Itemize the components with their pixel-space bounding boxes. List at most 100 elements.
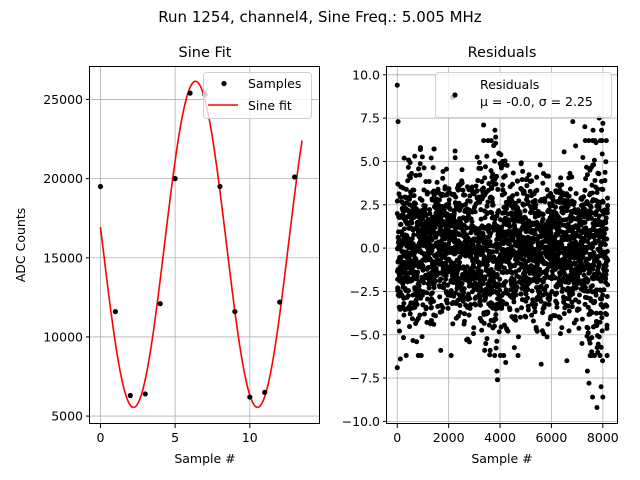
residual-point <box>599 296 605 302</box>
residual-point <box>416 166 422 172</box>
residual-point <box>602 169 608 175</box>
residual-point <box>599 328 605 334</box>
residual-point <box>489 185 495 191</box>
residual-point <box>480 281 486 287</box>
sine-fit-xtick-label-0: 0 <box>96 430 104 445</box>
residuals-ytick-label-6: 5.0 <box>360 154 380 169</box>
residual-point <box>588 215 594 221</box>
residual-point <box>463 253 469 259</box>
residual-point <box>514 307 520 313</box>
residual-point <box>559 182 565 188</box>
sample-point <box>217 183 223 190</box>
residual-point <box>595 341 601 347</box>
residual-point <box>565 303 571 309</box>
residual-point <box>442 184 448 190</box>
residuals-xtick-label-3: 6000 <box>536 430 568 445</box>
residual-point <box>576 325 582 331</box>
residual-point <box>397 194 403 200</box>
sine-fit-ytick-label-0: 5000 <box>51 409 83 424</box>
residual-point <box>484 336 490 342</box>
residual-point <box>588 204 594 210</box>
residual-point <box>582 301 588 307</box>
residual-point <box>602 242 608 248</box>
residual-point <box>479 179 485 185</box>
sine-fit-ytick-label-3: 20000 <box>43 171 83 186</box>
residual-point <box>474 188 480 194</box>
residuals-xtick-label-4: 8000 <box>587 430 619 445</box>
residual-point <box>474 154 480 160</box>
residual-point <box>417 312 423 318</box>
residual-point <box>596 213 602 219</box>
residual-point <box>491 323 497 329</box>
residual-point <box>601 287 607 293</box>
residual-point <box>469 219 475 225</box>
residual-point <box>515 334 521 340</box>
residual-point <box>452 155 458 161</box>
sample-point <box>262 389 268 395</box>
residual-point <box>573 317 579 323</box>
residual-point <box>411 193 417 199</box>
residual-point <box>589 283 595 289</box>
residual-point <box>515 178 521 184</box>
residual-point <box>459 242 465 248</box>
sine-fit-grid <box>90 67 320 424</box>
sample-point <box>172 176 178 182</box>
residual-point <box>514 191 520 197</box>
residuals-legend-box <box>435 72 612 118</box>
residual-point <box>593 140 599 146</box>
residual-outlier-point <box>494 368 500 374</box>
residual-point <box>427 211 433 217</box>
residual-point <box>605 257 611 263</box>
residual-point <box>604 236 610 242</box>
residual-point <box>537 162 543 168</box>
residual-point <box>407 160 413 166</box>
residual-point <box>431 321 437 327</box>
residual-point <box>582 138 588 144</box>
residual-point <box>582 187 588 193</box>
residual-point <box>411 187 417 193</box>
residual-outlier-point <box>538 361 544 367</box>
residual-point <box>534 174 540 180</box>
residual-point <box>522 208 528 214</box>
residual-point <box>589 310 595 316</box>
residual-point <box>600 186 606 192</box>
residual-point <box>468 302 474 308</box>
residual-point <box>576 299 582 305</box>
residual-point <box>597 319 603 325</box>
residual-point <box>443 273 449 279</box>
residual-point <box>500 182 506 188</box>
residual-point <box>424 290 430 296</box>
residual-point <box>448 288 454 294</box>
residual-point <box>459 180 465 186</box>
residual-point <box>600 292 606 298</box>
residual-point <box>495 186 501 192</box>
residual-point <box>604 294 610 300</box>
residual-point <box>513 292 519 298</box>
residual-outlier-point <box>394 82 400 88</box>
residual-point <box>459 167 465 173</box>
residual-point <box>493 140 499 146</box>
residual-point <box>604 322 610 328</box>
sine-fit-ytick-label-2: 15000 <box>43 250 83 265</box>
residual-point <box>407 175 413 181</box>
residual-point <box>444 300 450 306</box>
residual-point <box>603 226 609 232</box>
residual-point <box>573 285 579 291</box>
residual-outlier-point <box>600 394 606 400</box>
residual-outlier-point <box>397 356 403 362</box>
residual-point <box>484 153 490 159</box>
residual-point <box>490 202 496 208</box>
residual-point <box>521 202 527 208</box>
residual-point <box>583 176 589 182</box>
residual-point <box>467 193 473 199</box>
sample-point <box>142 391 148 397</box>
residual-outlier-point <box>564 358 570 364</box>
residual-point <box>472 209 478 215</box>
residual-point <box>425 190 431 196</box>
residual-point <box>488 138 494 144</box>
residuals-ytick-label-0: −10.0 <box>342 414 380 429</box>
residual-point <box>489 285 495 291</box>
residual-point <box>549 289 555 294</box>
residual-point <box>529 312 535 318</box>
sine-fit-legend: Samples Sine fit <box>203 72 312 119</box>
